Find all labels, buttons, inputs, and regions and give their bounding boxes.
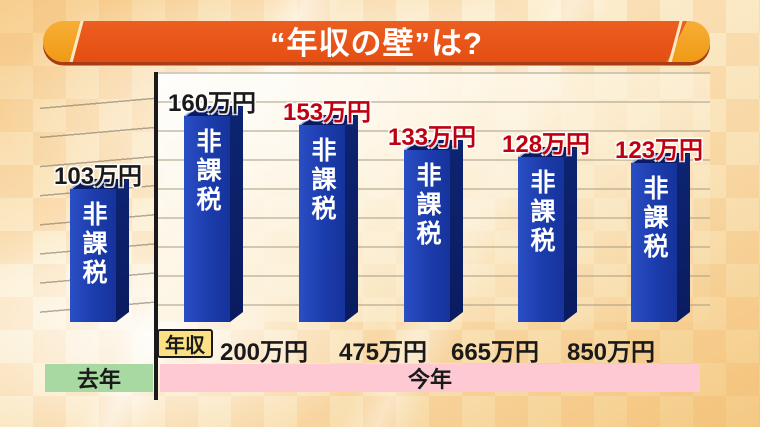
bar-top-face [404, 140, 463, 150]
page-title: “年収の壁”は? [270, 25, 483, 61]
this-year-band: 今年 [160, 364, 700, 392]
bar-top-face [184, 106, 243, 116]
tax-exempt-label: 非課税 [79, 201, 107, 288]
bar-value-label: 128万円 [502, 131, 591, 158]
bar-front-face [404, 150, 450, 322]
income-axis-label-box: 年収 [157, 329, 213, 358]
bar-value-label: 103万円 [54, 163, 143, 190]
bar-value-label: 133万円 [388, 124, 477, 151]
bar-123: 非課税 [631, 153, 690, 322]
tax-exempt-label: 非課税 [413, 162, 441, 249]
this-year-label: 今年 [407, 367, 452, 392]
tax-exempt-label: 非課税 [527, 169, 555, 256]
bar-103: 非課税 [70, 179, 129, 322]
bar-value-label: 160万円 [168, 90, 257, 117]
tax-exempt-label: 非課税 [640, 175, 668, 262]
income-threshold-label: 850万円 [566, 339, 656, 366]
bar-front-face [518, 157, 564, 322]
bar-front-face [70, 189, 116, 322]
bar-top-face [518, 147, 577, 157]
bar-top-face [631, 153, 690, 163]
tax-exempt-label: 非課税 [308, 137, 336, 224]
title-banner-center [72, 21, 687, 62]
bar-top-face [299, 115, 358, 125]
bar-front-face [299, 125, 345, 322]
last-year-label: 去年 [76, 367, 121, 392]
bar-133: 非課税 [404, 140, 463, 322]
bar-128: 非課税 [518, 147, 577, 322]
bar-153: 非課税 [299, 115, 358, 322]
bar-front-face [184, 116, 230, 322]
bar-value-label: 153万円 [283, 99, 372, 126]
title-banner: “年収の壁”は? [43, 21, 710, 62]
bar-top-face [70, 179, 129, 189]
last-year-band: 去年 [45, 364, 153, 392]
y-axis-line [154, 72, 158, 400]
bar-160: 非課税 [184, 106, 243, 322]
bar-value-label: 123万円 [615, 137, 704, 164]
tax-exempt-label: 非課税 [193, 128, 221, 215]
income-threshold-label: 475万円 [338, 339, 428, 366]
income-axis-label: 年収 [165, 335, 205, 357]
income-threshold-label: 200万円 [219, 339, 309, 366]
income-threshold-label: 665万円 [450, 339, 540, 366]
bar-front-face [631, 163, 677, 322]
